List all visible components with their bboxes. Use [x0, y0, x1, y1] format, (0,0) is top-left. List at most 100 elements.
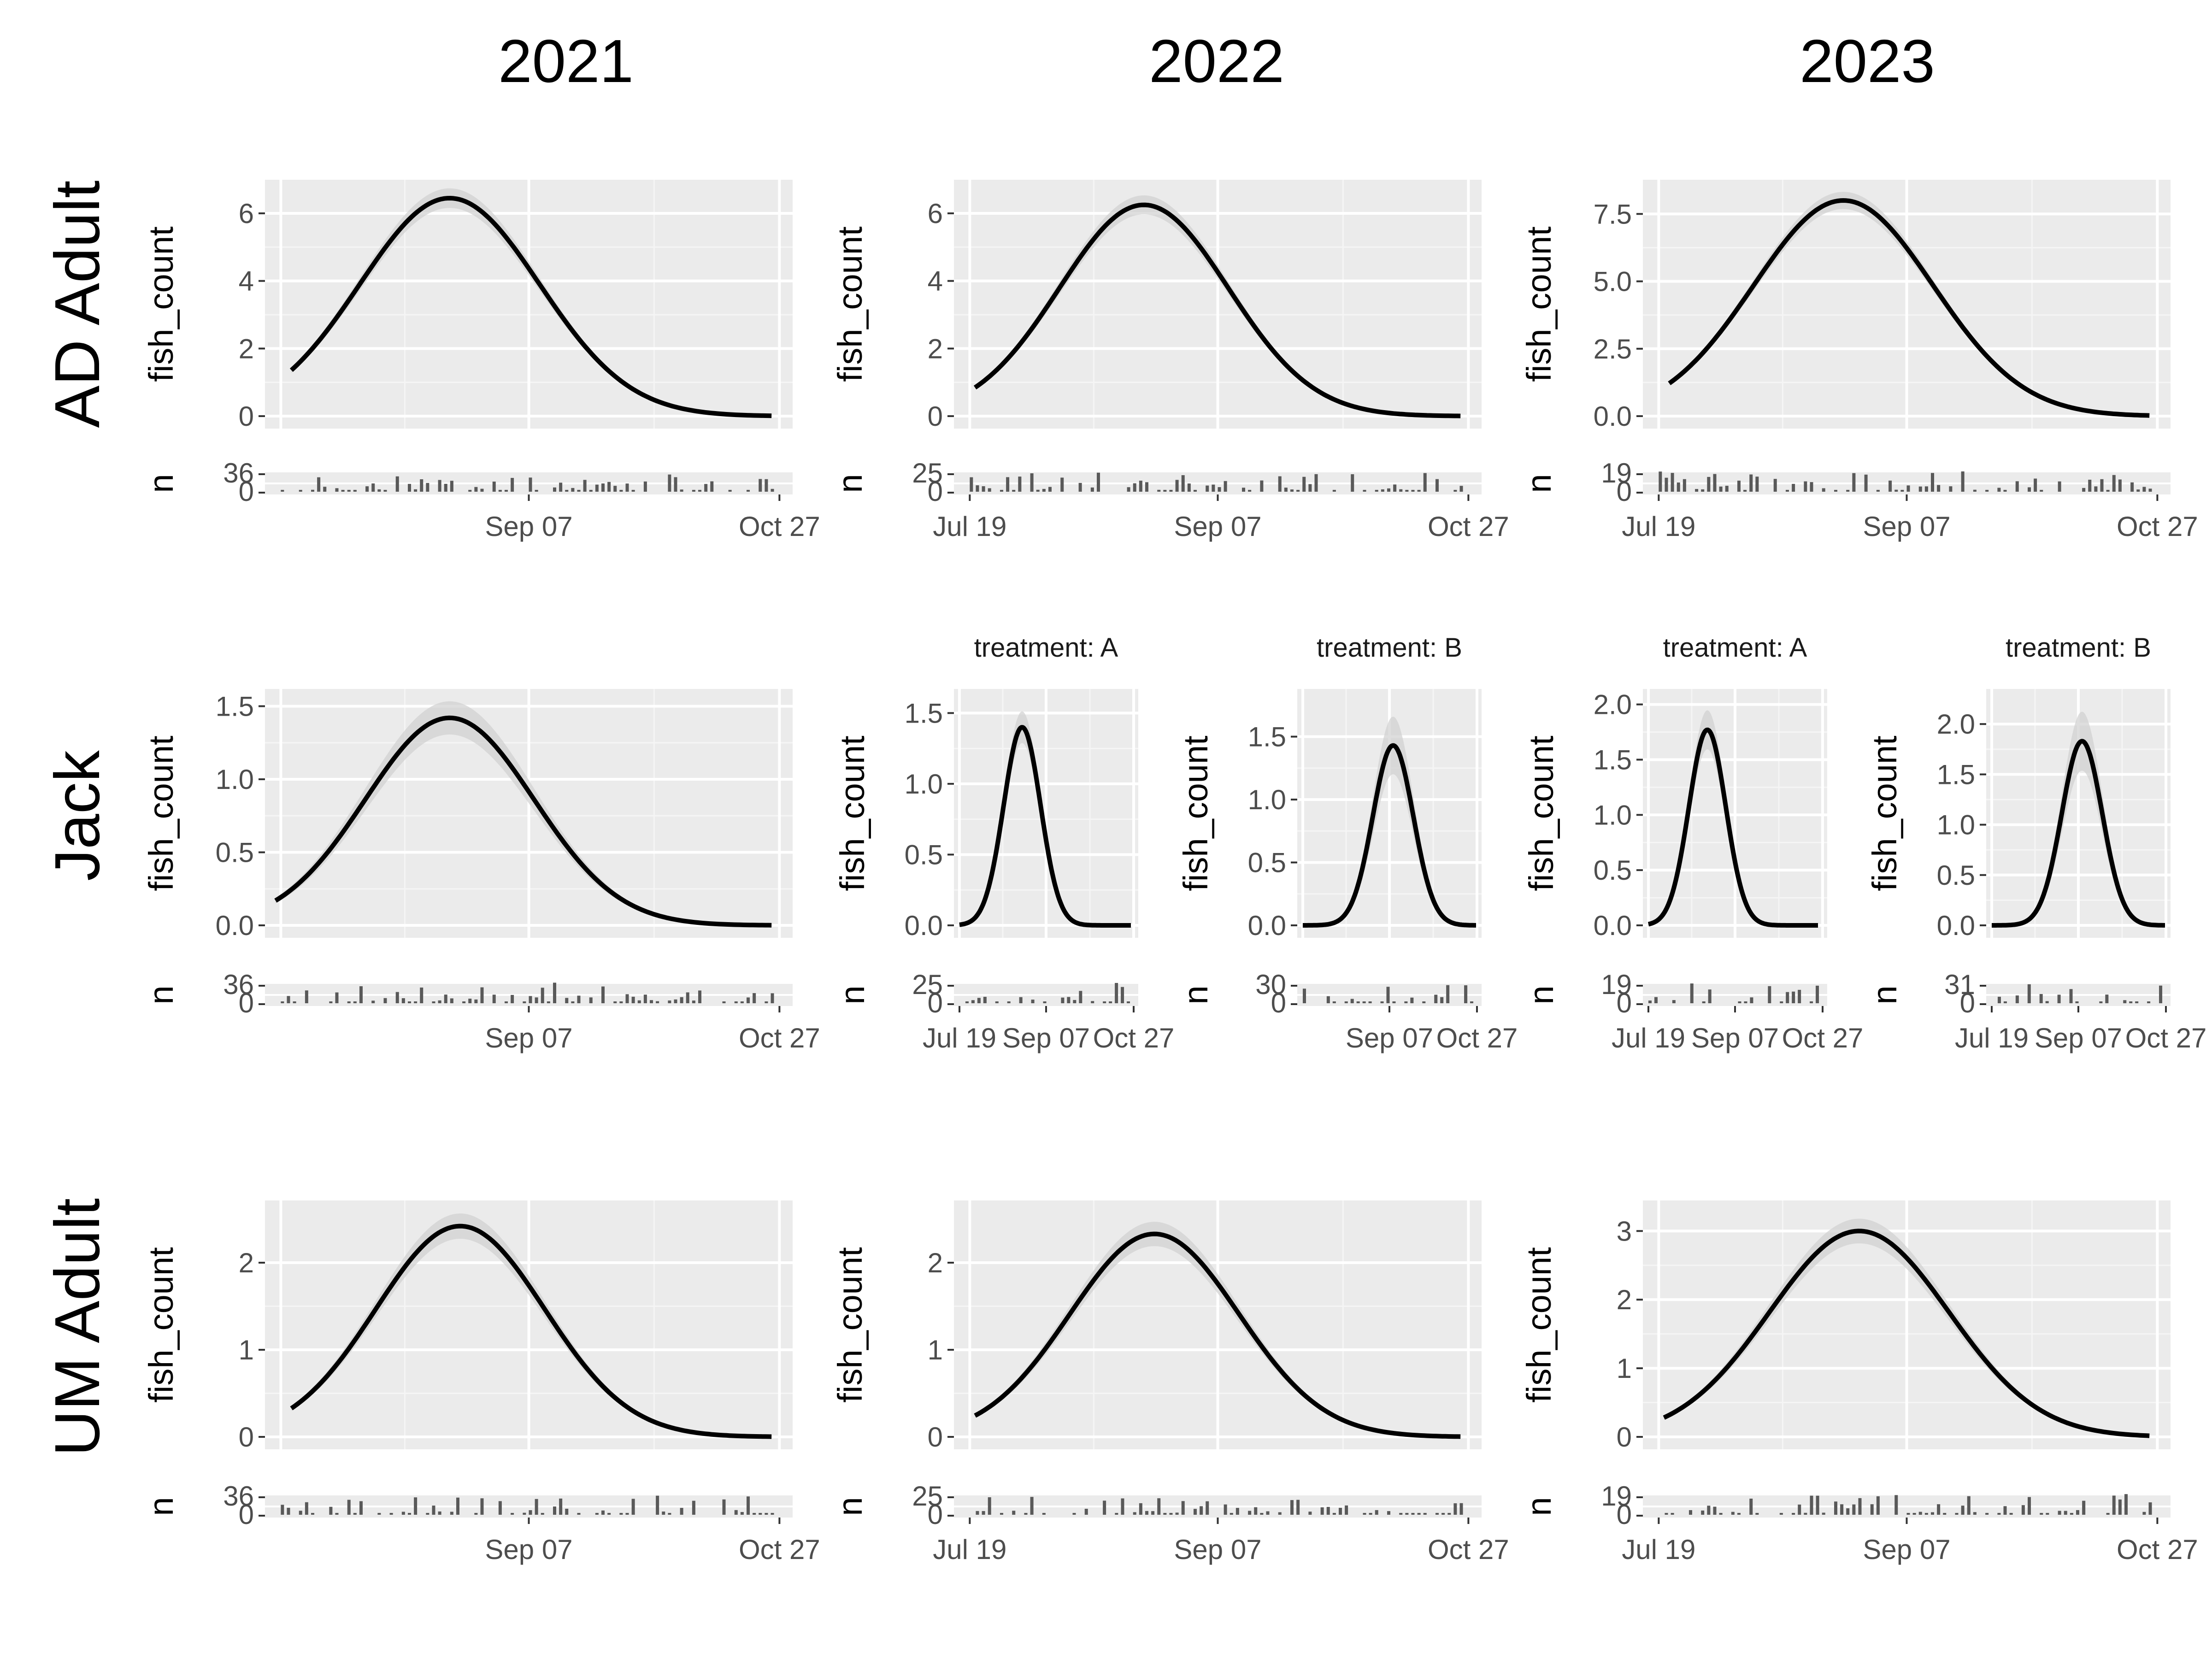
fitted-curve [290, 1224, 772, 1439]
count-bar [1683, 479, 1686, 492]
count-tick-label: 25 [912, 458, 943, 488]
count-bar [401, 998, 405, 1003]
count-bar [553, 487, 557, 492]
y-tick-label: 0.5 [216, 837, 254, 868]
count-bar [287, 996, 290, 1003]
count-bar [1690, 983, 1694, 1003]
y-tick-label: 2 [1617, 1284, 1632, 1315]
count-bar [2123, 1000, 2127, 1003]
count-bar [2027, 984, 2031, 1003]
count-bar [971, 1000, 975, 1003]
count-bar [311, 1513, 314, 1515]
count-bar [1121, 1498, 1124, 1515]
y-tick-label: 0.5 [1248, 847, 1286, 878]
count-bar [1224, 481, 1227, 492]
count-bar [1290, 1500, 1294, 1515]
y-tick-label: 0.5 [1937, 860, 1975, 891]
count-bar [753, 993, 756, 1003]
count-bar [747, 1496, 750, 1515]
count-bar [353, 1001, 357, 1003]
count-bar [686, 992, 689, 1003]
count-bar [407, 484, 411, 492]
count-bar [1894, 1495, 1898, 1515]
count-bar [383, 998, 387, 1003]
count-bar [1224, 1504, 1227, 1515]
y-tick-label: 1 [928, 1335, 943, 1365]
count-bar [1470, 1001, 1474, 1003]
count-bar [535, 490, 538, 492]
confidence-ribbon [291, 1213, 772, 1437]
count-bar [1713, 474, 1717, 492]
column-label-2021: 2021 [498, 27, 634, 95]
count-bar [480, 488, 484, 492]
count-bar [1139, 1503, 1142, 1515]
count-tick-label: 0 [928, 1499, 943, 1530]
count-axis-title: n [142, 1497, 180, 1516]
count-bar [1290, 489, 1294, 492]
x-tick-label: Oct 27 [739, 1534, 820, 1565]
count-bar [2015, 481, 2019, 492]
count-bar [1440, 997, 1444, 1003]
count-bar [1417, 490, 1421, 492]
fitted-curve [1990, 739, 2166, 928]
count-bar [577, 490, 581, 492]
count-bar [662, 1511, 665, 1515]
count-bar [1260, 1513, 1264, 1515]
count-bar [474, 487, 478, 492]
count-bar [1792, 484, 1795, 492]
count-bar [1695, 489, 1699, 492]
count-bar [2076, 1510, 2080, 1515]
count-tick-label: 0 [1617, 476, 1632, 507]
count-bar [1410, 997, 1414, 1003]
count-bar [529, 477, 532, 492]
x-tick-label: Jul 19 [923, 1023, 996, 1053]
panel-jack-2023-b: treatment: B 0.0 0.5 1.0 1.5 2.0 fish_count 310… [1865, 633, 2206, 1053]
count-bar [1434, 994, 1438, 1003]
count-bar [1115, 982, 1118, 1003]
count-bar [1707, 1506, 1711, 1515]
count-bar [1303, 988, 1306, 1003]
count-bar [1924, 1513, 1928, 1515]
count-bar [1446, 985, 1450, 1003]
count-tick-label: 25 [912, 1481, 943, 1512]
count-bar [698, 490, 702, 492]
fitted-curve [958, 725, 1132, 928]
count-bar [1091, 1001, 1094, 1003]
count-bar [1387, 1511, 1391, 1515]
x-tick-label: Jul 19 [933, 511, 1006, 542]
count-bar [1284, 488, 1288, 492]
count-bar [988, 1497, 991, 1515]
count-bar [1731, 1512, 1735, 1515]
count-tick-label: 0 [239, 1499, 254, 1530]
count-bar [468, 490, 472, 492]
count-bar [1417, 1513, 1421, 1515]
count-bar [1949, 486, 1953, 492]
count-bar [1012, 1511, 1016, 1515]
count-bar [1392, 1001, 1396, 1003]
count-axis-title: n [1522, 985, 1560, 1004]
count-bar [1411, 490, 1415, 492]
count-bar [407, 1001, 411, 1003]
count-bar [625, 483, 629, 492]
count-bar [2021, 1505, 2025, 1515]
y-tick-label: 1.5 [1594, 744, 1632, 775]
count-bar [601, 1510, 605, 1515]
count-bar [335, 488, 339, 492]
count-bar [976, 485, 979, 492]
count-tick-label: 36 [223, 458, 254, 488]
count-bar [565, 998, 569, 1003]
y-tick-label: 2.0 [1594, 689, 1632, 720]
count-bar [559, 1498, 563, 1515]
count-bar [565, 490, 569, 492]
count-axis-title: n [142, 985, 180, 1004]
strip-label: treatment: B [1317, 633, 1462, 663]
count-bar [1031, 1000, 1035, 1003]
count-bar [643, 994, 647, 1003]
count-bar [1846, 1508, 1850, 1515]
count-bar [420, 987, 424, 1003]
count-bar [680, 489, 683, 492]
count-bar [1924, 486, 1928, 492]
count-bar [1750, 997, 1753, 1003]
y-tick-label: 0.5 [905, 839, 943, 870]
